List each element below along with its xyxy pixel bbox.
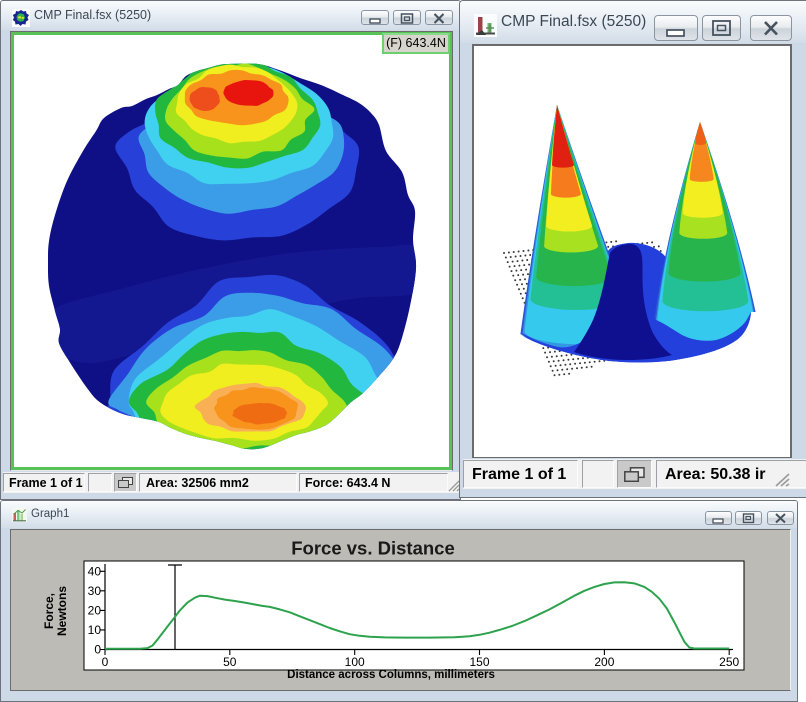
- svg-text:Newtons: Newtons: [55, 586, 69, 636]
- svg-text:0: 0: [102, 655, 109, 669]
- svg-text:40: 40: [88, 564, 102, 578]
- svg-text:Force,: Force,: [42, 593, 56, 629]
- svg-text:30: 30: [88, 584, 102, 598]
- svg-text:10: 10: [88, 623, 102, 637]
- svg-text:150: 150: [469, 655, 489, 669]
- svg-text:50: 50: [223, 655, 237, 669]
- svg-text:100: 100: [345, 655, 365, 669]
- svg-text:Force vs. Distance: Force vs. Distance: [291, 538, 455, 559]
- svg-text:250: 250: [719, 655, 739, 669]
- svg-text:Distance across Columns, milli: Distance across Columns, millimeters: [287, 669, 495, 681]
- svg-text:0: 0: [94, 643, 101, 657]
- svg-text:200: 200: [594, 655, 614, 669]
- svg-text:20: 20: [88, 603, 102, 617]
